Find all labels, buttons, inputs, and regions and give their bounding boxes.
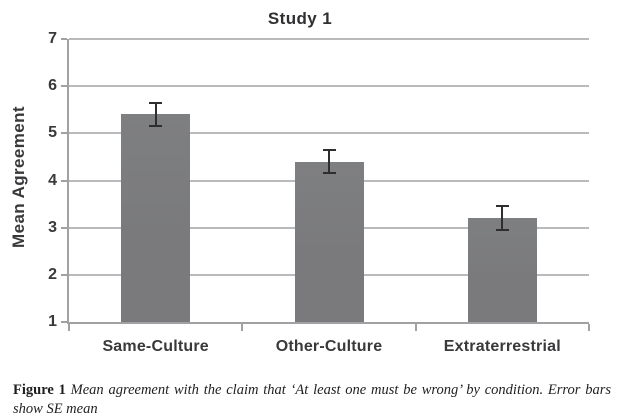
y-tick-label: 1	[48, 313, 57, 330]
y-axis-tick	[61, 132, 67, 135]
x-category-label: Same-Culture	[102, 338, 209, 355]
bar-chart: Study 1 Mean Agreement 1 2 3 4 5 6 7 Same-Cultu…	[9, 9, 590, 355]
chart-title: Study 1	[267, 9, 333, 28]
x-category-label: Extraterrestrial	[443, 338, 561, 355]
gridline	[69, 85, 589, 88]
y-axis-line	[67, 39, 69, 324]
figure-caption-label: Figure 1	[13, 381, 66, 398]
bar-same-culture	[121, 114, 191, 322]
y-tick-label: 7	[48, 30, 57, 47]
y-tick-label: 2	[48, 265, 57, 283]
y-tick-label: 3	[48, 218, 57, 236]
error-bar-cap-bottom	[495, 229, 509, 232]
y-tick-label: 5	[48, 124, 57, 142]
x-axis-tick	[68, 324, 70, 331]
error-bar-cap-bottom	[149, 125, 163, 128]
y-tick-label: 4	[48, 171, 57, 189]
figure-caption-text: Mean agreement with the claim that ‘At l…	[13, 381, 612, 413]
gridline	[69, 38, 589, 40]
x-category-label: Other-Culture	[275, 338, 383, 355]
error-bar-cap-bottom	[322, 172, 336, 175]
x-axis-line	[67, 322, 589, 324]
x-axis-tick	[414, 324, 417, 331]
bar-other-culture	[294, 161, 364, 322]
x-axis-tick	[241, 324, 244, 331]
figure-caption: Figure 1 Mean agreement with the claim t…	[13, 381, 611, 413]
y-axis-tick	[61, 321, 67, 323]
error-bar-line	[501, 206, 504, 231]
y-axis-tick	[61, 226, 67, 229]
x-axis-tick	[588, 324, 590, 331]
y-tick-label: 6	[48, 77, 57, 95]
error-bar-cap-top	[149, 101, 163, 104]
error-bar-cap-top	[322, 148, 336, 151]
bar-extraterrestrial	[467, 218, 537, 322]
gridline	[69, 132, 589, 135]
error-bar-line	[328, 149, 330, 174]
y-axis-tick	[61, 85, 67, 88]
y-axis-tick	[61, 38, 67, 40]
y-axis-tick	[61, 179, 67, 182]
error-bar-line	[154, 102, 157, 127]
y-axis-tick	[61, 273, 67, 276]
error-bar-cap-top	[495, 205, 509, 208]
